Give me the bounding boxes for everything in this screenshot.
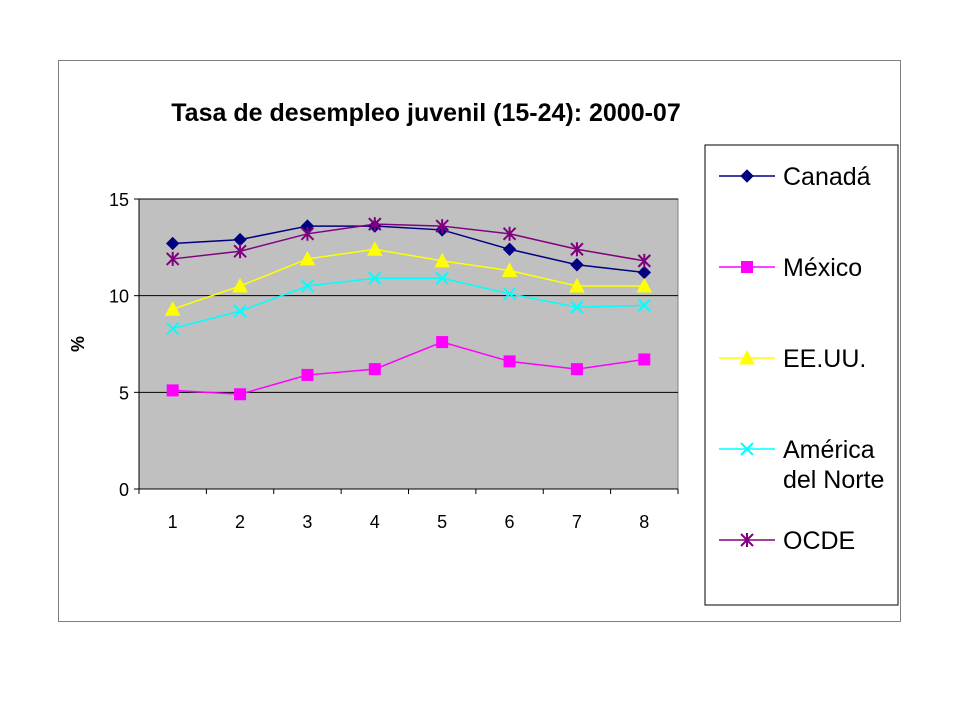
data-point — [368, 363, 381, 376]
data-point — [232, 277, 248, 293]
line-chart: Tasa de desempleo juvenil (15-24): 2000-… — [68, 99, 899, 606]
legend-entry: OCDE — [719, 527, 855, 555]
data-point — [233, 304, 247, 318]
data-point — [502, 242, 517, 256]
data-point — [570, 363, 583, 376]
data-point — [636, 277, 653, 293]
data-point — [570, 300, 584, 314]
data-point — [502, 287, 517, 301]
data-point — [434, 252, 451, 268]
legend-label: EE.UU. — [783, 345, 866, 373]
data-point — [165, 321, 180, 336]
data-point — [570, 258, 584, 272]
x-tick-label: 5 — [437, 512, 447, 532]
data-point — [300, 226, 315, 241]
y-tick-label: 10 — [109, 287, 129, 307]
x-tick-label: 8 — [639, 512, 649, 532]
data-point — [502, 226, 517, 241]
data-point — [368, 217, 382, 232]
legend-entry: EE.UU. — [719, 345, 866, 373]
series-4 — [165, 217, 652, 268]
data-point — [233, 244, 247, 259]
legend-label: América — [783, 436, 875, 464]
data-point — [299, 250, 316, 266]
data-point — [503, 355, 516, 368]
x-tick-label: 3 — [302, 512, 312, 532]
data-point — [368, 271, 382, 285]
data-point — [234, 388, 247, 401]
series-3 — [165, 271, 652, 336]
legend-marker — [740, 442, 754, 456]
series-line — [172, 248, 645, 310]
data-point — [637, 298, 652, 313]
y-axis-label: % — [68, 336, 88, 352]
chart-area: Tasa de desempleo juvenil (15-24): 2000-… — [58, 60, 901, 622]
x-tick-label: 2 — [235, 512, 245, 532]
x-tick-label: 6 — [505, 512, 515, 532]
series-1 — [166, 336, 651, 401]
legend-label: México — [783, 254, 862, 282]
data-point — [165, 251, 180, 266]
data-point — [570, 242, 584, 257]
legend-box — [704, 144, 899, 606]
data-point — [301, 368, 314, 381]
data-point — [436, 336, 449, 349]
x-tick-label: 1 — [168, 512, 178, 532]
x-tick-label: 4 — [370, 512, 380, 532]
data-point — [366, 241, 383, 256]
legend-marker — [740, 169, 754, 183]
y-tick-label: 15 — [109, 190, 129, 210]
data-point — [166, 384, 179, 397]
legend-label: Canadá — [783, 163, 871, 191]
plot-background — [138, 198, 679, 490]
legend-entry: Canadá — [719, 163, 871, 191]
series-line — [172, 341, 645, 396]
data-point — [501, 262, 518, 278]
data-point — [300, 279, 315, 293]
series-line — [172, 277, 645, 330]
legend-entry: México — [719, 254, 862, 282]
legend-label: OCDE — [783, 527, 855, 555]
legend-marker — [739, 349, 755, 365]
chart-title: Tasa de desempleo juvenil (15-24): 2000-… — [171, 99, 681, 127]
plot-area: 0 5 10 15 1 2 3 4 5 6 7 8% — [68, 190, 679, 532]
data-point — [165, 236, 180, 251]
legend-marker — [741, 261, 753, 273]
series-line — [172, 225, 645, 274]
data-point — [569, 277, 585, 293]
y-tick-label: 0 — [119, 480, 129, 500]
y-tick-label: 5 — [119, 383, 129, 403]
series-line — [172, 223, 645, 262]
data-point — [637, 253, 652, 268]
data-point — [164, 301, 181, 316]
data-point — [435, 219, 449, 234]
legend-marker — [740, 533, 754, 547]
legend-label: del Norte — [783, 466, 884, 494]
x-tick-label: 7 — [572, 512, 582, 532]
data-point — [435, 271, 449, 285]
series-2 — [164, 241, 653, 316]
data-point — [638, 353, 651, 366]
